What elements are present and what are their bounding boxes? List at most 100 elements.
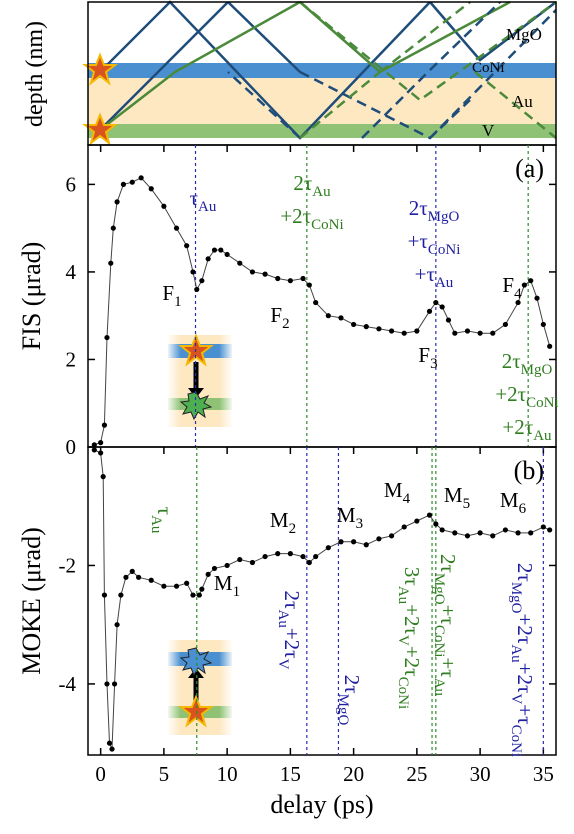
annotation-part: M	[500, 488, 519, 512]
annotation-part: +2τ	[513, 663, 537, 694]
inset-a	[168, 335, 232, 427]
subscript: Au	[148, 515, 164, 534]
data-point	[306, 559, 312, 566]
annotation-part: +τ	[408, 229, 428, 253]
data-point	[547, 527, 553, 533]
data-point	[433, 521, 439, 527]
x-tick-label: 10	[217, 762, 238, 786]
subscript: V	[395, 635, 411, 646]
annotation-part: +2τ	[495, 382, 526, 406]
annotation: 2τMgO+2τCoNi+2τAu	[495, 349, 558, 444]
subscript: 1	[233, 584, 241, 600]
annotation-part: 2τ	[502, 349, 521, 373]
data-point	[173, 583, 180, 589]
subscript: Au	[508, 644, 524, 663]
annotation-text: 2τMgO	[409, 196, 460, 225]
data-point	[129, 179, 135, 185]
annotation-part: M	[384, 478, 403, 502]
y-tick-label: 0	[66, 435, 77, 459]
data-point	[249, 559, 256, 566]
subscript: 4	[514, 286, 522, 302]
data-point	[363, 542, 369, 548]
data-point	[106, 740, 113, 746]
annotation: F4	[502, 273, 522, 302]
data-point	[161, 583, 167, 589]
subscript: CoNi	[395, 677, 411, 710]
annotation-text: +τCoNi	[408, 229, 461, 258]
data-point	[534, 295, 540, 301]
annotation-part: +2τ	[400, 604, 424, 635]
annotation-text: F1	[162, 281, 181, 310]
annotation: 2τAu +2τCoNi	[280, 171, 343, 233]
data-point	[138, 175, 144, 181]
subscript: 1	[174, 294, 182, 310]
data-point	[547, 343, 553, 349]
annotation: F3	[418, 343, 437, 372]
annotation: 2τMgO +τCoNi +τAu	[408, 196, 461, 291]
panel-label: (a)	[515, 154, 544, 183]
data-point	[287, 551, 293, 557]
x-tick-label: 15	[280, 762, 301, 786]
x-tick-label: 35	[533, 762, 554, 786]
subscript: Au	[312, 184, 331, 200]
x-axis-label: delay (ps)	[270, 790, 373, 819]
subscript: 2	[282, 316, 290, 332]
annotation-text: 2τAu	[293, 171, 331, 200]
annotation-part: +2τ	[513, 614, 537, 645]
x-tick-label: 20	[343, 762, 364, 786]
annotation-text: τAu	[148, 507, 177, 534]
subscript: Au	[395, 586, 411, 605]
data-point	[388, 533, 395, 539]
data-point	[91, 447, 97, 453]
annotation-text: +τAu	[415, 262, 454, 291]
data-point	[376, 326, 382, 332]
data-point	[338, 539, 344, 545]
annotation-part: 2τ	[513, 563, 537, 582]
annotation-text: F4	[502, 273, 522, 302]
layer-label: Au	[512, 92, 533, 111]
x-tick-label: 0	[95, 762, 106, 786]
data-point	[123, 574, 129, 580]
annotation-text: 2τMgO	[335, 675, 364, 726]
annotation-part: +2τ	[400, 646, 424, 677]
schematic: MgO CoNi Au V depth (nm)	[22, 0, 557, 146]
data-point	[464, 328, 471, 334]
annotation-part: τ	[153, 507, 177, 515]
data-point	[502, 527, 509, 533]
panel-label: (b)	[514, 456, 544, 485]
annotation: 2τMgO+2τAu+2τV+τCoNi	[508, 563, 537, 757]
data-point	[114, 622, 120, 628]
annotation: 3τAu+2τV+2τCoNi	[395, 567, 424, 709]
data-point	[211, 247, 218, 253]
data-point	[129, 568, 135, 574]
subscript: V	[275, 659, 291, 670]
data-point	[218, 247, 224, 253]
annotation-part: M	[214, 571, 233, 595]
annotation-text: M2	[270, 508, 296, 537]
subscript: MgO	[335, 694, 351, 726]
y-tick-label: 6	[66, 172, 77, 196]
y-axis-label: FIS (μrad)	[17, 242, 46, 351]
data-point	[262, 553, 268, 560]
annotation: M6	[500, 488, 527, 517]
subscript: Au	[533, 428, 552, 444]
data-point	[114, 199, 120, 205]
data-point	[426, 512, 433, 518]
data-point	[401, 330, 407, 336]
annotation-text: 3τAu+2τV+2τCoNi	[395, 567, 424, 709]
y-tick-label: 4	[66, 260, 77, 284]
annotation-text: +2τCoNi	[280, 204, 343, 233]
annotation-text: 2τMgO+τCoNi+τAu	[431, 554, 460, 697]
data-point	[325, 313, 331, 319]
annotation: 2τMgO+τCoNi+τAu	[431, 554, 460, 697]
annotation-part: +τ	[513, 704, 537, 724]
annotation: M1	[214, 571, 240, 600]
subscript: MgO	[521, 362, 553, 378]
subscript: 2	[289, 521, 297, 537]
annotation-part: 2τ	[293, 171, 312, 195]
annotation: F2	[270, 303, 289, 332]
data-point	[515, 530, 521, 536]
data-point	[275, 275, 281, 282]
annotation-part: 3τ	[400, 567, 424, 586]
